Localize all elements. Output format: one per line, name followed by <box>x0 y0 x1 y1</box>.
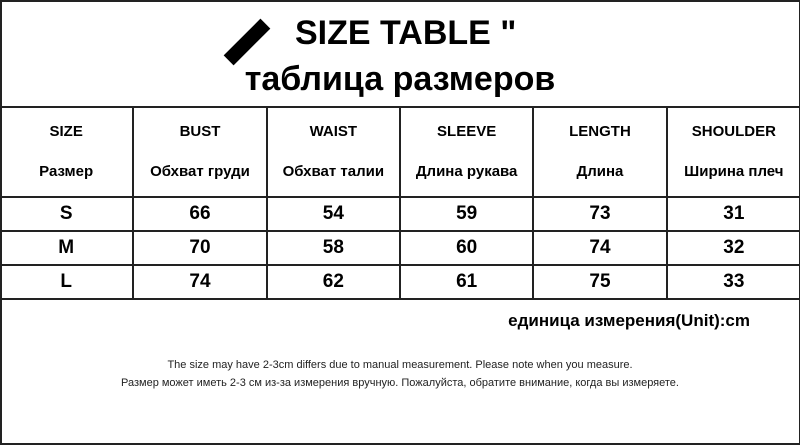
size-table: SIZE Размер BUST Обхват груди WAIST Обхват … <box>0 106 800 300</box>
table-row: S 66 54 59 73 31 <box>0 196 800 232</box>
header-row: SIZE Размер BUST Обхват груди WAIST Обхват … <box>0 106 800 198</box>
column-header: SLEEVE Длина рукава <box>398 106 535 198</box>
table-cell: 73 <box>532 196 668 232</box>
table-cell: 74 <box>532 230 668 266</box>
unit-label: единица измерения(Unit):cm <box>508 311 750 330</box>
table-cell: 62 <box>265 264 401 300</box>
column-header-ru: Обхват груди <box>150 163 250 180</box>
table-cell: 75 <box>532 264 668 300</box>
table-cell: 61 <box>398 264 535 300</box>
page-subtitle: таблица размеров <box>244 60 556 98</box>
table-cell: 74 <box>132 264 268 300</box>
column-header-ru: Длина рукава <box>415 163 518 180</box>
column-header: SHOULDER Ширина плеч <box>665 106 800 198</box>
column-header-en: SLEEVE <box>437 123 497 140</box>
table-cell: L <box>0 264 135 300</box>
column-header: SIZE Размер <box>0 106 135 198</box>
table-cell: 54 <box>265 196 401 232</box>
table-row: L 74 62 61 75 33 <box>0 264 800 300</box>
note-russian: Размер может иметь 2-3 см из-за измерени… <box>121 377 679 389</box>
page-title: SIZE TABLE " <box>295 14 517 52</box>
table-cell: 33 <box>665 264 800 300</box>
table-cell: 32 <box>665 230 800 266</box>
table-cell: M <box>0 230 135 266</box>
column-header-ru: Размер <box>39 163 94 180</box>
table-cell: 70 <box>132 230 268 266</box>
column-header-en: WAIST <box>309 123 358 140</box>
column-header: LENGTH Длина <box>532 106 668 198</box>
column-header: WAIST Обхват талии <box>265 106 401 198</box>
column-header-ru: Длина <box>576 163 624 180</box>
table-cell: 31 <box>665 196 800 232</box>
column-header-ru: Ширина плеч <box>684 163 784 180</box>
table-cell: 59 <box>398 196 535 232</box>
table-cell: 60 <box>398 230 535 266</box>
table-cell: 58 <box>265 230 401 266</box>
column-header-ru: Обхват талии <box>282 163 385 180</box>
table-cell: S <box>0 196 135 232</box>
column-header-en: SIZE <box>49 123 83 140</box>
column-header-en: LENGTH <box>569 123 631 140</box>
table-row: M 70 58 60 74 32 <box>0 230 800 266</box>
column-header-en: SHOULDER <box>691 123 776 140</box>
column-header: BUST Обхват груди <box>132 106 268 198</box>
note-english: The size may have 2-3cm differs due to m… <box>167 359 633 371</box>
table-cell: 66 <box>132 196 268 232</box>
column-header-en: BUST <box>179 123 221 140</box>
